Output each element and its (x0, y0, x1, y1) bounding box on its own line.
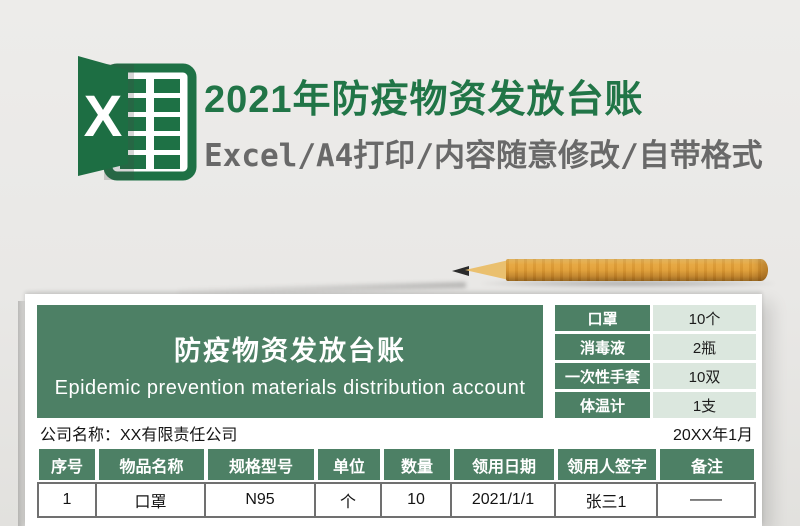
summary-label: 一次性手套 (555, 363, 650, 389)
pencil-image (452, 257, 774, 287)
table-cell: N95 (206, 482, 316, 518)
table-cell: 2021/1/1 (452, 482, 556, 518)
sheet-top: 防疫物资发放台账 Epidemic prevention materials d… (37, 305, 756, 418)
table-cell: 1 (37, 482, 97, 518)
meta-row: 公司名称：XX有限责任公司 20XX年1月 (37, 418, 756, 447)
column-header: 物品名称 (97, 447, 206, 482)
pencil-wood-cone (465, 260, 509, 280)
pencil-body (506, 259, 768, 281)
table-cell: 10 (382, 482, 452, 518)
banner-title: 2021年防疫物资发放台账 (204, 79, 644, 121)
excel-logo-icon: X (78, 56, 197, 181)
ledger-table: 序号 物品名称 规格型号 单位 数量 领用日期 领用人签字 备注 1 口罩 N9… (37, 447, 756, 518)
column-header: 领用日期 (452, 447, 556, 482)
banner-subtitle: Excel/A4打印/内容随意修改/自带格式 (204, 138, 763, 174)
column-header: 规格型号 (206, 447, 316, 482)
column-header: 单位 (316, 447, 382, 482)
table-cell: —— (658, 482, 756, 518)
table-row: 1 口罩 N95 个 10 2021/1/1 张三1 —— (37, 482, 756, 518)
excel-logo-letter: X (84, 84, 123, 149)
summary-label: 消毒液 (555, 334, 650, 360)
pencil-graphite-tip (452, 266, 469, 276)
summary-value: 2瓶 (653, 334, 756, 360)
table-header-row: 序号 物品名称 规格型号 单位 数量 领用日期 领用人签字 备注 (37, 447, 756, 482)
column-header: 序号 (37, 447, 97, 482)
period-label: 20XX年1月 (672, 426, 753, 444)
summary-table: 口罩 10个 消毒液 2瓶 一次性手套 10双 体温计 1支 (555, 305, 756, 418)
column-header: 备注 (658, 447, 756, 482)
sheet-subtitle: Epidemic prevention materials distributi… (54, 377, 526, 399)
summary-value: 1支 (653, 392, 756, 418)
summary-label: 体温计 (555, 392, 650, 418)
sheet-title-block: 防疫物资发放台账 Epidemic prevention materials d… (37, 305, 543, 418)
summary-value: 10双 (653, 363, 756, 389)
table-cell: 张三1 (556, 482, 658, 518)
table-cell: 口罩 (97, 482, 206, 518)
column-header: 数量 (382, 447, 452, 482)
table-cell: 个 (316, 482, 382, 518)
summary-label: 口罩 (555, 305, 650, 331)
column-header: 领用人签字 (556, 447, 658, 482)
summary-value: 10个 (653, 305, 756, 331)
sheet-preview-card: 防疫物资发放台账 Epidemic prevention materials d… (18, 294, 762, 526)
sheet-title: 防疫物资发放台账 (174, 336, 406, 366)
pencil-under-shadow (482, 280, 774, 287)
company-name: 公司名称：XX有限责任公司 (40, 426, 238, 444)
